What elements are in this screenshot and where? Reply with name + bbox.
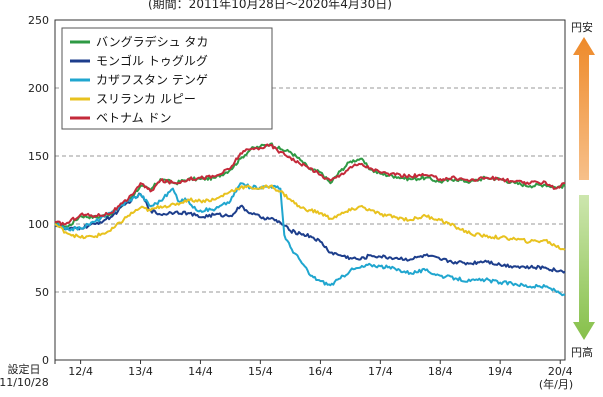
y-tick-label: 0 — [42, 354, 49, 367]
x-tick-label: 17/4 — [368, 365, 393, 378]
y-tick-label: 100 — [28, 218, 49, 231]
legend-label: スリランカ ルピー — [96, 92, 196, 106]
plot-frame — [54, 19, 566, 361]
legend: バングラデシュ タカ モンゴル トゥグルグ カザフスタン テンゲ スリランカ ル… — [61, 27, 273, 130]
x-tick-label: 14/4 — [188, 365, 213, 378]
series-line — [54, 143, 566, 226]
y-axis: 0 50 100 150 200 250 — [28, 14, 49, 367]
x-tick-label: 12/4 — [68, 365, 93, 378]
x-tick-label: 13/4 — [128, 365, 153, 378]
legend-label: モンゴル トゥグルグ — [96, 53, 208, 68]
series-lines — [54, 142, 566, 297]
up-arrow-icon — [573, 37, 595, 180]
yen-strong-label: 円高 — [571, 345, 593, 359]
x-tick-label: 16/4 — [308, 365, 333, 378]
series-line — [54, 182, 566, 297]
x-tick-label: 19/4 — [488, 365, 513, 378]
y-tick-label: 150 — [28, 150, 49, 163]
legend-label: カザフスタン テンゲ — [96, 73, 208, 87]
x-start-date: 11/10/28 — [0, 376, 49, 389]
down-arrow-icon — [573, 195, 595, 340]
legend-label: バングラデシュ タカ — [96, 34, 208, 49]
x-tick-label: 18/4 — [428, 365, 453, 378]
series-line — [54, 184, 566, 251]
chart-period: (期間：2011年10月28日～2020年4月30日) — [148, 0, 392, 11]
y-tick-label: 200 — [28, 82, 49, 95]
y-tick-label: 250 — [28, 14, 49, 27]
x-tick-label: 20/4 — [548, 365, 573, 378]
series-line — [54, 142, 566, 229]
x-unit-label: (年/月) — [539, 377, 573, 391]
yen-weak-label: 円安 — [571, 20, 593, 34]
x-start-label: 設定日 — [8, 362, 41, 376]
x-tick-label: 15/4 — [248, 365, 273, 378]
legend-label: ベトナム ドン — [96, 111, 171, 125]
y-tick-label: 50 — [35, 286, 49, 299]
series-line — [54, 192, 566, 274]
